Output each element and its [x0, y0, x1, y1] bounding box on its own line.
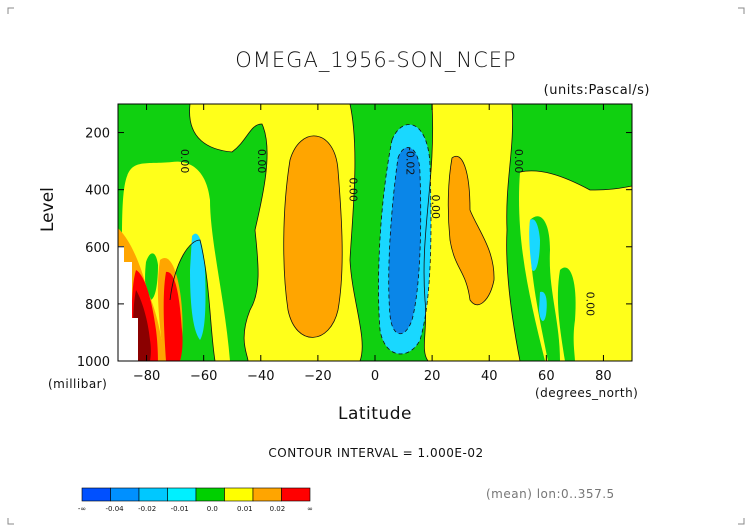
- corner-mark-bottom-left: [7, 518, 14, 525]
- contour-interval-label: CONTOUR INTERVAL = 1.000E-02: [268, 446, 484, 460]
- region-green-west: [118, 104, 268, 361]
- x-tick-label: −40: [247, 369, 274, 384]
- contour-label: 0.00: [512, 149, 525, 174]
- x-tick-label: −60: [190, 369, 217, 384]
- y-unit-label: (millibar): [48, 377, 108, 391]
- contour-line-1: [189, 103, 268, 362]
- legend-label: -0.02: [138, 505, 156, 513]
- legend-swatch: [252, 487, 282, 502]
- y-tick-label: 400: [85, 184, 110, 199]
- x-unit-label: (degrees_north): [535, 386, 639, 400]
- y-tick-label: 200: [85, 127, 110, 142]
- contour-label: 0.00: [583, 292, 596, 317]
- contour-field: [118, 104, 632, 361]
- legend-label: 0.02: [270, 505, 286, 513]
- y-axis-ticks: 200 400 600 800 1000: [77, 127, 632, 370]
- corner-mark-top-right: [738, 7, 745, 14]
- contour-line-5: [283, 135, 343, 338]
- region-green-small-west: [145, 253, 158, 300]
- contour-line-8: [447, 155, 495, 306]
- x-tick-label: −80: [133, 369, 160, 384]
- y-tick-label: 1000: [77, 355, 110, 370]
- contour-label: 0.00: [429, 195, 442, 220]
- contour-line-6: [378, 124, 432, 355]
- colorbar-legend: -∞ -0.04 -0.02 -0.01 0.0 0.01 0.02 ∞: [78, 487, 313, 513]
- contour-line-2: [349, 103, 363, 362]
- x-tick-label: −20: [304, 369, 331, 384]
- legend-swatch: [224, 487, 254, 502]
- mean-longitude-note: (mean) lon:0..357.5: [486, 487, 615, 501]
- x-tick-label: 80: [595, 369, 612, 384]
- region-cyan-east-small: [539, 291, 547, 322]
- region-masked-ground: [118, 246, 138, 361]
- legend-label: -0.01: [171, 505, 189, 513]
- contour-label: 0.00: [346, 177, 359, 202]
- region-green-east: [506, 104, 632, 361]
- contour-label: -0.02: [403, 147, 416, 175]
- legend-label: 0.0: [207, 505, 218, 513]
- contour-line-9: [519, 170, 633, 191]
- legend-swatch: [110, 487, 140, 502]
- legend-swatch: [167, 487, 197, 502]
- region-orange-subtropical-south: [283, 135, 343, 338]
- corner-marks: [7, 7, 745, 525]
- x-axis-ticks: −80 −60 −40 −20 0 20 40 60 80: [133, 104, 612, 384]
- legend-label: 0.01: [237, 505, 253, 513]
- legend-label: ∞: [307, 505, 313, 513]
- legend-swatch: [138, 487, 168, 502]
- contour-line-4: [506, 103, 521, 362]
- contour-line-10: [169, 239, 216, 362]
- units-label: (units:Pascal/s): [543, 83, 650, 98]
- x-tick-label: 20: [424, 369, 441, 384]
- legend-swatch: [195, 487, 225, 502]
- contour-line-3: [423, 103, 434, 362]
- contour-label: 0.00: [178, 149, 191, 174]
- legend-swatch: [281, 487, 311, 502]
- y-tick-label: 600: [85, 241, 110, 256]
- contour-lines: [169, 103, 633, 362]
- region-red-south-b: [163, 271, 183, 361]
- region-cyan-east: [529, 219, 540, 271]
- x-tick-label: 0: [371, 369, 379, 384]
- region-green-far-east: [557, 267, 576, 361]
- region-orange-north: [448, 156, 495, 305]
- contour-labels: 0.00 0.00 0.00 -0.02 0.00 0.00 0.00: [178, 147, 596, 316]
- y-tick-label: 800: [85, 298, 110, 313]
- corner-mark-bottom-right: [738, 518, 745, 525]
- x-axis-label: Latitude: [338, 404, 412, 424]
- contour-line-7: [388, 147, 422, 335]
- legend-label: -0.04: [106, 505, 125, 513]
- region-cyan-west: [190, 233, 206, 340]
- corner-mark-top-left: [7, 7, 14, 14]
- legend-swatch: [81, 487, 111, 502]
- contour-label: 0.00: [255, 149, 268, 174]
- chart-title: OMEGA_1956-SON_NCEP: [235, 48, 517, 72]
- x-tick-label: 40: [481, 369, 498, 384]
- legend-label: -∞: [78, 505, 86, 513]
- region-blue-equatorial-core: [388, 147, 421, 334]
- x-tick-label: 60: [538, 369, 555, 384]
